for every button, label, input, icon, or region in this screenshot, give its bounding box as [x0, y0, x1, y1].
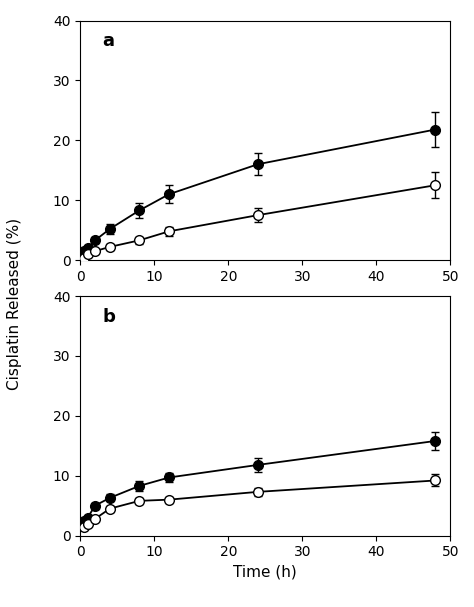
Text: Cisplatin Released (%): Cisplatin Released (%)	[7, 217, 22, 390]
Text: a: a	[102, 33, 114, 50]
X-axis label: Time (h): Time (h)	[233, 565, 297, 580]
Text: b: b	[102, 308, 115, 326]
